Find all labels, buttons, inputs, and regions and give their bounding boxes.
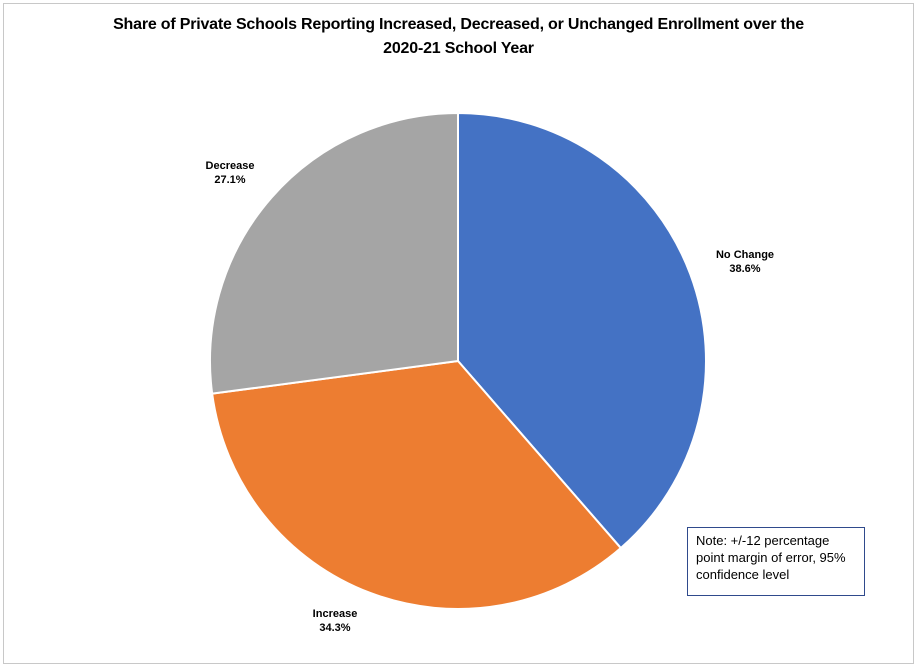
slice-label-name: No Change: [715, 249, 775, 261]
slice-label-name: Increase: [312, 608, 358, 620]
pie-slice-increase: [211, 360, 622, 610]
chart-title-line2: 2020-21 School Year: [383, 40, 534, 57]
slice-label-value: 38.6%: [729, 263, 761, 275]
slice-label-name: Decrease: [205, 160, 255, 172]
margin-of-error-note: Note: +/-12 percentage point margin of e…: [687, 527, 865, 596]
chart-title: Share of Private Schools Reporting Incre…: [0, 13, 917, 61]
slice-label-increase: Increase 34.3%: [290, 607, 380, 635]
slice-label-value: 34.3%: [319, 622, 351, 634]
pie-slice-decrease: [209, 112, 459, 395]
slice-label-no-change: No Change 38.6%: [700, 248, 790, 276]
chart-title-line1: Share of Private Schools Reporting Incre…: [113, 16, 804, 33]
pie-slice-no-change: [457, 112, 707, 550]
slice-label-value: 27.1%: [214, 174, 246, 186]
slice-label-decrease: Decrease 27.1%: [185, 159, 275, 187]
